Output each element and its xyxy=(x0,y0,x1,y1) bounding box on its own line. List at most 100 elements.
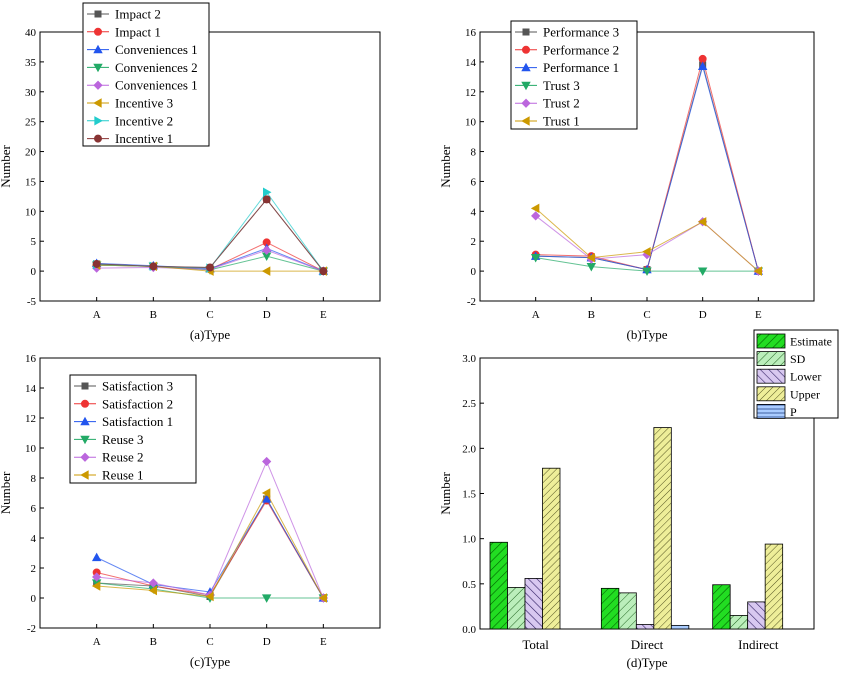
legend-item: Conveniences 1 xyxy=(87,78,198,93)
panel-c: -2 0 2 4 6 8 10 12 14 16 (c)Type Number A B C D E xyxy=(0,353,381,669)
x-tick-label: D xyxy=(699,309,707,321)
series-line xyxy=(96,497,324,599)
legend-label: Impact 2 xyxy=(115,7,161,22)
x-axis-label: (c)Type xyxy=(190,654,230,669)
y-tick-label: 0.0 xyxy=(462,624,476,636)
y-tick-label: 16 xyxy=(465,27,477,39)
x-tick-label: E xyxy=(320,309,327,321)
x-tick-label: E xyxy=(320,636,327,648)
legend-label: Conveniences 1 xyxy=(115,42,198,57)
bar-lower xyxy=(635,624,655,630)
y-tick-label: 40 xyxy=(25,27,37,39)
legend-item: Lower xyxy=(756,368,821,384)
legend-marker xyxy=(94,10,102,18)
legend-marker xyxy=(81,399,90,408)
bar-lower xyxy=(524,578,543,630)
legend-marker xyxy=(80,435,90,445)
y-tick-label: 8 xyxy=(31,473,37,485)
legend-marker xyxy=(80,470,89,480)
y-tick-label: -2 xyxy=(27,623,36,635)
x-tick-label: A xyxy=(93,636,101,648)
data-point xyxy=(319,267,328,276)
legend-label: Lower xyxy=(790,370,821,384)
y-tick-label: 10 xyxy=(25,443,37,455)
x-tick-label: C xyxy=(643,309,650,321)
data-point xyxy=(92,572,102,582)
y-axis-label: Number xyxy=(0,471,13,514)
legend-label: SD xyxy=(790,352,806,366)
legend-label: Satisfaction 1 xyxy=(102,414,173,429)
legend-marker xyxy=(81,382,89,390)
legend-label: Satisfaction 3 xyxy=(102,379,173,394)
y-tick-label: 0 xyxy=(31,593,37,605)
legend-label: Performance 1 xyxy=(543,60,619,75)
bar-sd xyxy=(507,587,526,630)
data-point xyxy=(149,262,158,271)
legend-item: Trust 2 xyxy=(515,96,580,111)
legend-label: Incentive 3 xyxy=(115,96,173,111)
y-tick-label: 35 xyxy=(25,57,37,69)
series-line xyxy=(535,207,759,272)
y-tick-label: 3.0 xyxy=(462,353,476,365)
legend-item: P xyxy=(756,403,797,419)
bar-lower xyxy=(747,601,766,630)
panel-a: -5 0 5 10 15 20 25 30 35 40 (a)Type Number A B C D E xyxy=(0,27,381,342)
data-point xyxy=(530,203,540,214)
legend-item: Satisfaction 2 xyxy=(74,396,173,411)
data-point xyxy=(642,267,652,276)
y-tick-label: 30 xyxy=(25,87,37,99)
y-tick-label: 2.0 xyxy=(462,443,476,455)
series-line xyxy=(96,191,324,272)
legend-marker xyxy=(521,45,530,54)
legend-marker xyxy=(93,80,103,90)
x-tick-label: C xyxy=(206,636,213,648)
y-tick-label: 6 xyxy=(31,503,37,515)
x-tick-label: B xyxy=(150,309,157,321)
legend-marker xyxy=(93,63,103,73)
legend-item: Satisfaction 3 xyxy=(74,379,173,394)
legend-marker xyxy=(93,98,102,108)
data-point xyxy=(642,246,651,257)
legend-item: Trust 3 xyxy=(515,78,580,93)
series-line xyxy=(96,198,324,272)
y-tick-label: 10 xyxy=(465,117,477,129)
legend-box xyxy=(69,374,197,484)
series-line xyxy=(96,498,324,599)
y-tick-label: 8 xyxy=(471,147,477,159)
data-point xyxy=(530,254,541,263)
legend-marker xyxy=(521,116,530,126)
x-axis-label: (b)Type xyxy=(627,327,668,342)
bar-upper xyxy=(764,543,784,630)
legend-marker xyxy=(94,27,103,36)
bar-estimate xyxy=(600,587,620,630)
data-point xyxy=(206,263,215,272)
x-tick-label: Total xyxy=(522,637,549,652)
series-satisfaction-3 xyxy=(93,495,327,602)
legend-box xyxy=(510,20,638,130)
data-point xyxy=(697,217,707,227)
legend-swatch xyxy=(756,351,786,367)
x-tick-label: C xyxy=(206,309,213,321)
legend-item: Incentive 1 xyxy=(87,131,173,146)
legend-item: SD xyxy=(756,351,806,367)
y-tick-label: 2 xyxy=(471,236,477,248)
data-point xyxy=(698,54,707,63)
data-point xyxy=(148,578,158,588)
x-tick-label: A xyxy=(532,309,540,321)
legend-item: Impact 2 xyxy=(87,7,161,22)
x-tick-label: B xyxy=(150,636,157,648)
legend-item: Conveniences 2 xyxy=(87,60,198,75)
y-tick-label: 0 xyxy=(471,266,477,278)
legend-label: P xyxy=(790,405,797,419)
legend: Estimate SD Lower Upper P xyxy=(753,329,839,419)
legend-swatch xyxy=(756,368,786,384)
series-trust-1 xyxy=(530,203,762,276)
y-tick-label: 2.5 xyxy=(462,398,476,410)
series-reuse-1 xyxy=(91,488,327,603)
legend-box xyxy=(82,2,210,147)
legend-label: Performance 2 xyxy=(543,42,619,57)
data-point xyxy=(261,594,272,603)
y-tick-label: 16 xyxy=(25,353,37,365)
legend-label: Conveniences 1 xyxy=(115,78,198,93)
